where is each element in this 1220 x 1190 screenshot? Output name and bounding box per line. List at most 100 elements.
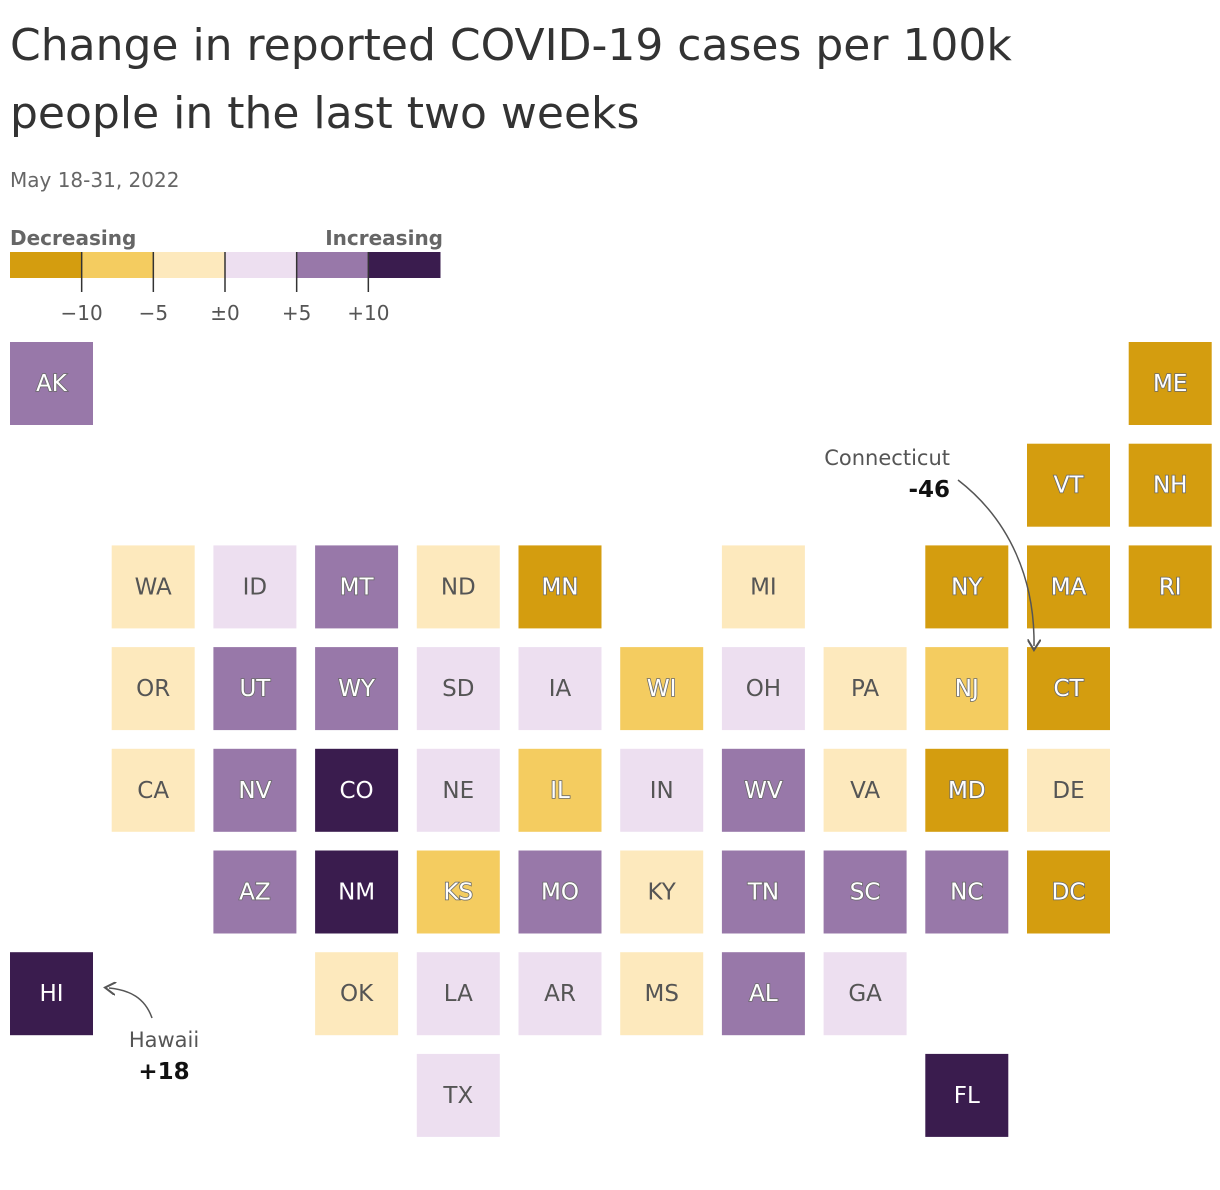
legend-high-label: Increasing	[325, 226, 443, 250]
state-tile	[416, 545, 500, 629]
state-tile	[823, 748, 907, 832]
legend-low-label: Decreasing	[10, 226, 136, 250]
legend-swatch	[296, 252, 369, 278]
state-tile	[315, 545, 399, 629]
state-tile	[823, 647, 907, 731]
state-tile	[518, 545, 602, 629]
state-label: NY	[951, 574, 983, 600]
state-tile	[111, 748, 195, 832]
state-label: WA	[135, 574, 172, 600]
state-label: CO	[340, 778, 374, 804]
legend-swatch	[81, 252, 154, 278]
state-label: VT	[1054, 473, 1085, 499]
state-tile	[620, 748, 704, 832]
state-label: WI	[647, 676, 677, 702]
state-tile	[518, 850, 602, 934]
state-label: MN	[541, 574, 578, 600]
state-tile	[1128, 342, 1212, 425]
state-label: NJ	[955, 676, 979, 702]
legend-swatch	[153, 252, 226, 278]
state-label: TN	[747, 880, 779, 906]
annotation-value: +18	[138, 1059, 189, 1085]
state-label: TX	[442, 1083, 473, 1109]
state-label: UT	[239, 676, 271, 702]
tiles: AK ME VT NH WA ID MT ND MN MI NY MA RI OR UT WY SD IA WI OH…	[10, 342, 1212, 1137]
title: Change in reported COVID-19 cases per 10…	[10, 20, 1012, 71]
state-label: ID	[243, 574, 268, 600]
state-tile	[111, 545, 195, 629]
legend-tick-label: +5	[282, 301, 311, 325]
state-tile	[721, 545, 805, 629]
state-label: FL	[954, 1083, 980, 1109]
state-tile	[1027, 647, 1110, 731]
state-label: GA	[848, 981, 882, 1007]
state-label: SD	[442, 676, 474, 702]
state-tile	[10, 342, 93, 425]
state-label: MD	[948, 778, 986, 804]
annotation-name: Connecticut	[824, 446, 950, 470]
state-label: KY	[648, 880, 677, 906]
state-label: KS	[443, 880, 473, 906]
state-label: DE	[1052, 778, 1084, 804]
state-tile	[620, 952, 704, 1036]
state-label: SC	[850, 880, 881, 906]
state-tile	[315, 748, 399, 832]
state-label: CT	[1053, 676, 1084, 702]
state-label: NM	[338, 880, 375, 906]
state-tile	[315, 850, 399, 934]
state-label: CA	[137, 778, 169, 804]
annotation-value: -46	[908, 477, 950, 503]
state-label: ME	[1153, 371, 1187, 397]
legend: −10 −5 ±0 +5 +10	[10, 252, 441, 325]
state-label: MT	[340, 574, 375, 600]
state-label: OH	[746, 676, 781, 702]
state-tile	[315, 952, 399, 1036]
state-tile	[925, 748, 1009, 832]
state-tile	[721, 647, 805, 731]
state-label: NH	[1153, 473, 1188, 499]
state-tile	[1128, 443, 1212, 527]
state-label: IL	[550, 778, 570, 804]
state-label: WY	[338, 676, 376, 702]
state-tile	[925, 850, 1009, 934]
state-label: MI	[750, 574, 777, 600]
state-tile	[416, 1053, 500, 1137]
state-tile	[925, 545, 1009, 629]
state-label: NE	[442, 778, 474, 804]
state-tile	[925, 647, 1009, 731]
state-label: DC	[1052, 880, 1086, 906]
state-label: RI	[1159, 574, 1182, 600]
legend-tick-label: ±0	[210, 301, 239, 325]
state-label: MA	[1051, 574, 1087, 600]
legend-tick-label: +10	[347, 301, 389, 325]
state-tile	[518, 952, 602, 1036]
state-tile	[721, 850, 805, 934]
legend-swatch	[368, 252, 441, 278]
state-tile	[315, 647, 399, 731]
state-tile	[620, 647, 704, 731]
state-label: VA	[850, 778, 880, 804]
state-label: PA	[851, 676, 879, 702]
state-tile	[1027, 748, 1110, 832]
subtitle: May 18-31, 2022	[10, 168, 179, 192]
state-label: HI	[39, 981, 63, 1007]
state-label: AR	[544, 981, 576, 1007]
legend-swatch	[225, 252, 298, 278]
state-tile	[416, 850, 500, 934]
state-tile	[416, 952, 500, 1036]
state-tile	[518, 647, 602, 731]
state-tile	[620, 850, 704, 934]
state-tile	[1128, 545, 1212, 629]
legend-tick-label: −10	[61, 301, 103, 325]
state-label: IN	[650, 778, 674, 804]
state-tile	[721, 748, 805, 832]
legend-swatch	[10, 252, 83, 278]
state-label: MO	[541, 880, 579, 906]
state-tile	[213, 545, 297, 629]
legend-tick-label: −5	[139, 301, 168, 325]
annotation-arrow	[109, 988, 153, 1019]
state-tile	[10, 952, 93, 1036]
state-label: OR	[136, 676, 170, 702]
state-label: AZ	[239, 880, 271, 906]
